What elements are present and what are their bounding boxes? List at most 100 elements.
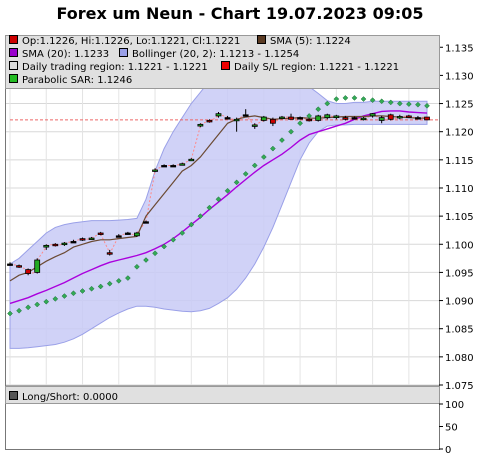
sar-dot <box>106 280 113 287</box>
candle-body <box>179 163 186 166</box>
sar-dot <box>143 257 149 263</box>
candle-body <box>61 242 68 246</box>
candle-connector <box>36 246 47 261</box>
sar-dot <box>7 310 13 317</box>
candle-body <box>260 116 267 121</box>
legend-label: Daily trading region: 1.1221 - 1.1221 <box>22 62 208 73</box>
candle-body <box>97 232 104 235</box>
sar-dot <box>315 106 322 113</box>
sar-dot <box>152 250 158 257</box>
sar-dot <box>52 296 59 302</box>
sar-dot <box>424 102 430 109</box>
sar-dot <box>342 95 349 101</box>
y-tick-label: 1.135 <box>445 43 474 54</box>
y-tick-label: 1.105 <box>445 212 474 223</box>
candle-body <box>16 265 22 268</box>
candle-body <box>79 238 86 241</box>
y-tick-label: 1.080 <box>445 353 474 364</box>
sar-dot <box>97 283 104 290</box>
y-tick-label: 1.100 <box>445 240 474 251</box>
legend: Op:1.1226, Hi:1.1226, Lo:1.1221, Cl:1.12… <box>9 35 399 86</box>
candle-body <box>70 241 77 244</box>
sar-dot <box>16 307 22 314</box>
candle-body <box>233 118 240 122</box>
long-short-label: Long/Short: 0.0000 <box>22 392 118 403</box>
candle-body <box>143 221 149 224</box>
candle-body <box>279 116 285 119</box>
sar-dot <box>406 101 412 107</box>
candle-body <box>134 232 140 237</box>
bollinger-band <box>9 62 428 349</box>
legend-label: SMA (5): 1.1224 <box>270 36 351 47</box>
sar-dot <box>387 99 394 106</box>
legend-swatch <box>257 35 266 44</box>
candle-body <box>124 232 131 235</box>
sar-dot <box>415 101 421 108</box>
candle-body <box>333 115 340 119</box>
y-tick-label: 1.115 <box>445 156 474 167</box>
candle-body <box>306 118 313 122</box>
sma5-line <box>9 115 427 282</box>
sar-dot <box>115 278 122 284</box>
sar-dot <box>34 301 41 308</box>
sar-dot <box>270 145 276 152</box>
candle-body <box>106 252 113 255</box>
sar-dot <box>161 243 167 250</box>
candle-body <box>88 237 95 240</box>
legend-swatch <box>9 74 18 83</box>
sar-dot <box>324 100 331 107</box>
sar-dot <box>396 100 403 107</box>
candle-body <box>324 114 331 119</box>
candle-connector <box>254 119 265 126</box>
y-tick-label: 1.125 <box>445 100 474 111</box>
sar-dot <box>179 230 186 236</box>
sar-dot <box>88 285 95 292</box>
candle-body <box>170 165 177 168</box>
candle-body <box>351 117 358 120</box>
candle-body <box>43 244 50 248</box>
sar-dot <box>79 288 86 294</box>
sar-dot <box>242 171 249 177</box>
sar-dot <box>124 275 131 281</box>
candle-body <box>342 117 349 120</box>
sma20-line <box>9 110 428 305</box>
candle-body <box>34 259 41 273</box>
sar-dot <box>61 293 68 299</box>
sar-dot <box>251 162 258 169</box>
candle-body <box>224 117 231 120</box>
sar-dot <box>351 95 358 101</box>
candle-connector <box>245 114 256 127</box>
legend-swatch <box>119 48 128 57</box>
legend-swatch <box>9 35 18 44</box>
sar-dot <box>43 298 50 305</box>
candle-body <box>288 116 294 120</box>
candle-body <box>387 114 394 120</box>
candle-body <box>415 117 421 120</box>
sar-dot <box>215 196 222 203</box>
long-short-legend-swatch <box>9 391 18 400</box>
candle-body <box>251 124 258 127</box>
price-axis: 1.135 1.130 1.125 1.120 1.115 1.110 1.105 1.100… <box>439 43 474 392</box>
sar-dot <box>288 128 294 135</box>
long-short-axis: 100 50 0 <box>439 400 464 456</box>
legend-swatch <box>9 48 18 57</box>
sar-dot <box>25 304 31 311</box>
lower-tick-label: 0 <box>445 445 451 456</box>
sar-dot <box>378 98 385 105</box>
lower-tick-label: 100 <box>445 400 464 411</box>
sar-dot <box>197 213 204 219</box>
candle-body <box>115 235 122 238</box>
sar-dot <box>70 290 77 297</box>
legend-label: Parabolic SAR: 1.1246 <box>22 75 132 86</box>
sar-dot <box>306 113 313 119</box>
candle-body <box>188 158 195 162</box>
y-tick-label: 1.095 <box>445 268 474 279</box>
candle-body <box>161 165 168 168</box>
y-tick-label: 1.090 <box>445 297 474 308</box>
sar-dot <box>170 236 177 243</box>
candle-body <box>152 169 158 172</box>
candle-body <box>405 115 412 118</box>
candle-body <box>242 114 249 117</box>
candle-body <box>369 113 376 117</box>
